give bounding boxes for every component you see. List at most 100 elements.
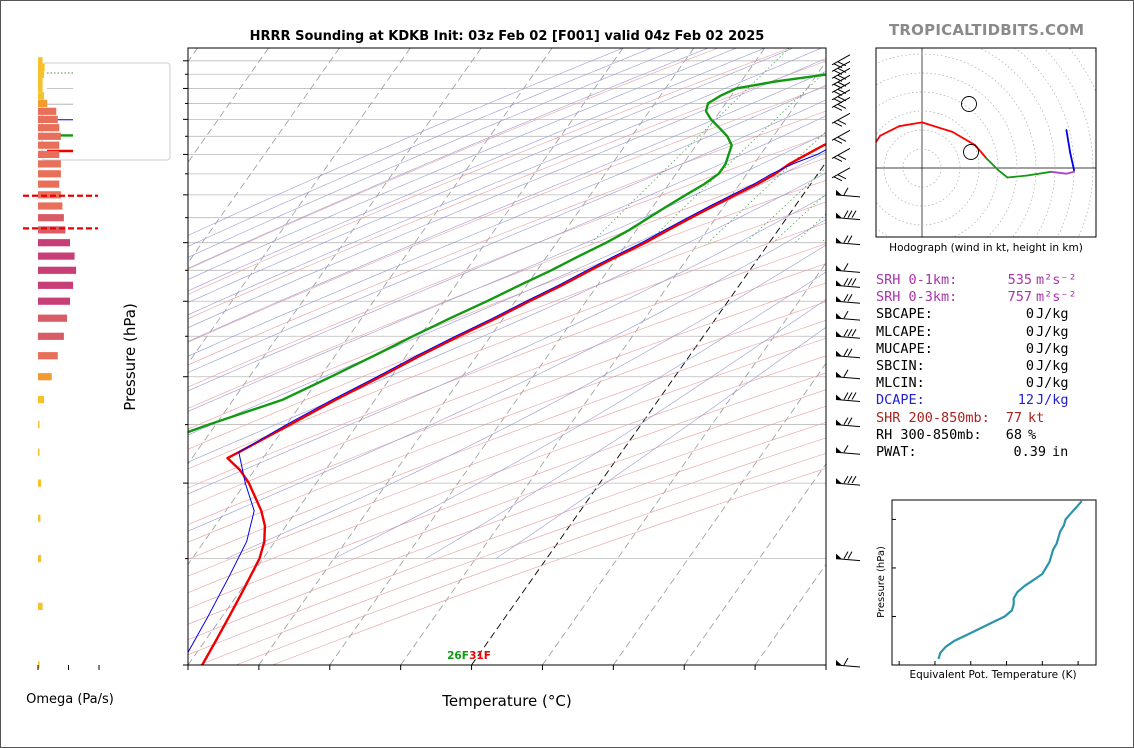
theta-e-trace — [937, 500, 1083, 660]
trace-wetbulb — [188, 149, 826, 654]
hodograph-segment — [1065, 170, 1075, 175]
wind-barb-feather — [843, 348, 849, 356]
omega-bar — [38, 115, 58, 123]
dry-adiabat-line — [188, 389, 826, 625]
hodograph-segment — [921, 121, 954, 133]
stat-row: MLCIN: 0 J/kg — [876, 375, 1088, 392]
omega-bar — [38, 63, 45, 71]
wind-barb-flag — [836, 553, 842, 560]
hodograph-segment — [1065, 129, 1072, 154]
wind-barb-feather — [843, 329, 849, 337]
wind-barb-feather — [843, 392, 849, 400]
hodograph-segment — [997, 168, 1009, 179]
wind-barb-feather — [847, 417, 853, 425]
stat-unit: J/kg — [1036, 340, 1069, 357]
wind-barb-feather — [843, 293, 849, 302]
wind-barb-flag — [836, 350, 842, 357]
stat-unit: kt — [1028, 409, 1045, 426]
wind-barb-feather — [833, 106, 843, 111]
stat-unit: m²s⁻² — [1036, 289, 1077, 306]
wind-barb-feather — [847, 278, 853, 286]
wind-barb-feather — [833, 176, 843, 182]
omega-bar — [38, 92, 45, 100]
isotherm-line — [188, 48, 482, 465]
dry-adiabat-line — [188, 157, 826, 409]
pseudoadiabat-line — [188, 194, 826, 495]
stat-unit: m²s⁻² — [1036, 272, 1077, 288]
wind-barb-feather — [847, 235, 853, 243]
wind-barb-feather — [843, 444, 849, 453]
stat-row: PWAT: 0.39 in — [876, 444, 1088, 461]
dry-adiabat-line — [188, 222, 826, 470]
wind-barb-feather — [847, 329, 853, 337]
hodograph-trace — [865, 96, 1075, 183]
isotherm-line — [683, 463, 826, 665]
wind-barb-staff — [831, 112, 851, 124]
wind-barb-feather — [833, 69, 843, 75]
hodograph-segment — [876, 134, 882, 144]
pseudoadiabat-line — [188, 48, 709, 269]
hodograph-ring — [876, 53, 1037, 237]
pseudoadiabat-line — [188, 48, 794, 303]
wind-barb-feather — [833, 91, 843, 96]
dry-adiabat-line — [188, 263, 826, 507]
trace-temperature — [201, 142, 826, 665]
stat-label: RH 300-850mb: — [876, 426, 982, 443]
stat-row: SRH 0-3km: 757 m²s⁻² — [876, 289, 1088, 306]
omega-bar — [38, 266, 77, 274]
stat-value: 0 — [1025, 340, 1034, 357]
dry-adiabat-line — [188, 179, 826, 430]
wind-barb-feather — [843, 417, 849, 425]
hodograph-segment — [1050, 170, 1068, 175]
wind-barb-flag — [836, 478, 842, 484]
wind-barb-feather — [833, 76, 843, 82]
omega-bar — [38, 84, 43, 92]
hodograph-segment — [985, 157, 999, 171]
hodograph-segment — [951, 130, 977, 147]
omega-bar — [38, 352, 58, 360]
isotherm-line — [188, 48, 340, 264]
wind-barb-staff — [831, 167, 851, 179]
mixing-ratio-line — [794, 213, 826, 243]
dry-adiabat-line — [188, 405, 826, 641]
omega-bar — [38, 226, 66, 234]
skewt-plot-frame — [187, 47, 827, 666]
hodograph-segment — [865, 164, 869, 183]
omega-bar — [38, 57, 43, 65]
stat-label: SBCAPE: — [876, 306, 933, 323]
dry-adiabat-line — [188, 355, 826, 593]
stat-row: MLCAPE: 0 J/kg — [876, 324, 1088, 341]
hodograph-segment — [1025, 170, 1053, 177]
omega-bar — [38, 479, 42, 487]
isotherm-line — [542, 262, 826, 665]
stat-value: 0 — [1025, 357, 1034, 374]
skewt-traces — [188, 73, 826, 665]
storm-motion-marker — [963, 144, 979, 160]
dry-adiabat-line — [188, 337, 826, 577]
omega-bar — [38, 239, 70, 247]
dry-adiabat-line — [188, 372, 826, 610]
skewt-ylabel: Pressure (hPa) — [121, 303, 139, 411]
stat-label: SRH 0-1km: — [876, 272, 958, 288]
stat-label: MLCIN: — [876, 375, 925, 392]
omega-bar — [38, 448, 40, 456]
omega-bar — [38, 70, 45, 78]
wind-barb-flag — [836, 447, 842, 453]
pseudoadiabat-line — [188, 48, 737, 280]
wind-barb-feather — [847, 348, 853, 356]
stat-label: MLCAPE: — [876, 323, 933, 340]
dry-adiabat-line — [188, 282, 826, 525]
wind-barb-flag — [836, 265, 842, 271]
mixing-ratio-line — [866, 48, 1088, 243]
omega-bar — [38, 396, 45, 404]
omega-bar — [38, 170, 61, 178]
omega-bar — [38, 373, 52, 381]
hodograph-caption: Hodograph (wind in kt, height in km) — [889, 242, 1083, 254]
pseudoadiabat-line — [188, 48, 652, 247]
wind-barb-feather — [837, 104, 847, 109]
pseudoadiabat-line — [188, 151, 826, 436]
dry-adiabat-line — [188, 201, 826, 450]
pseudoadiabat-line — [495, 326, 826, 559]
omega-panel: Omega (Pa/s) — [23, 57, 114, 707]
theta-e-ylabel: Pressure (hPa) — [876, 546, 887, 618]
